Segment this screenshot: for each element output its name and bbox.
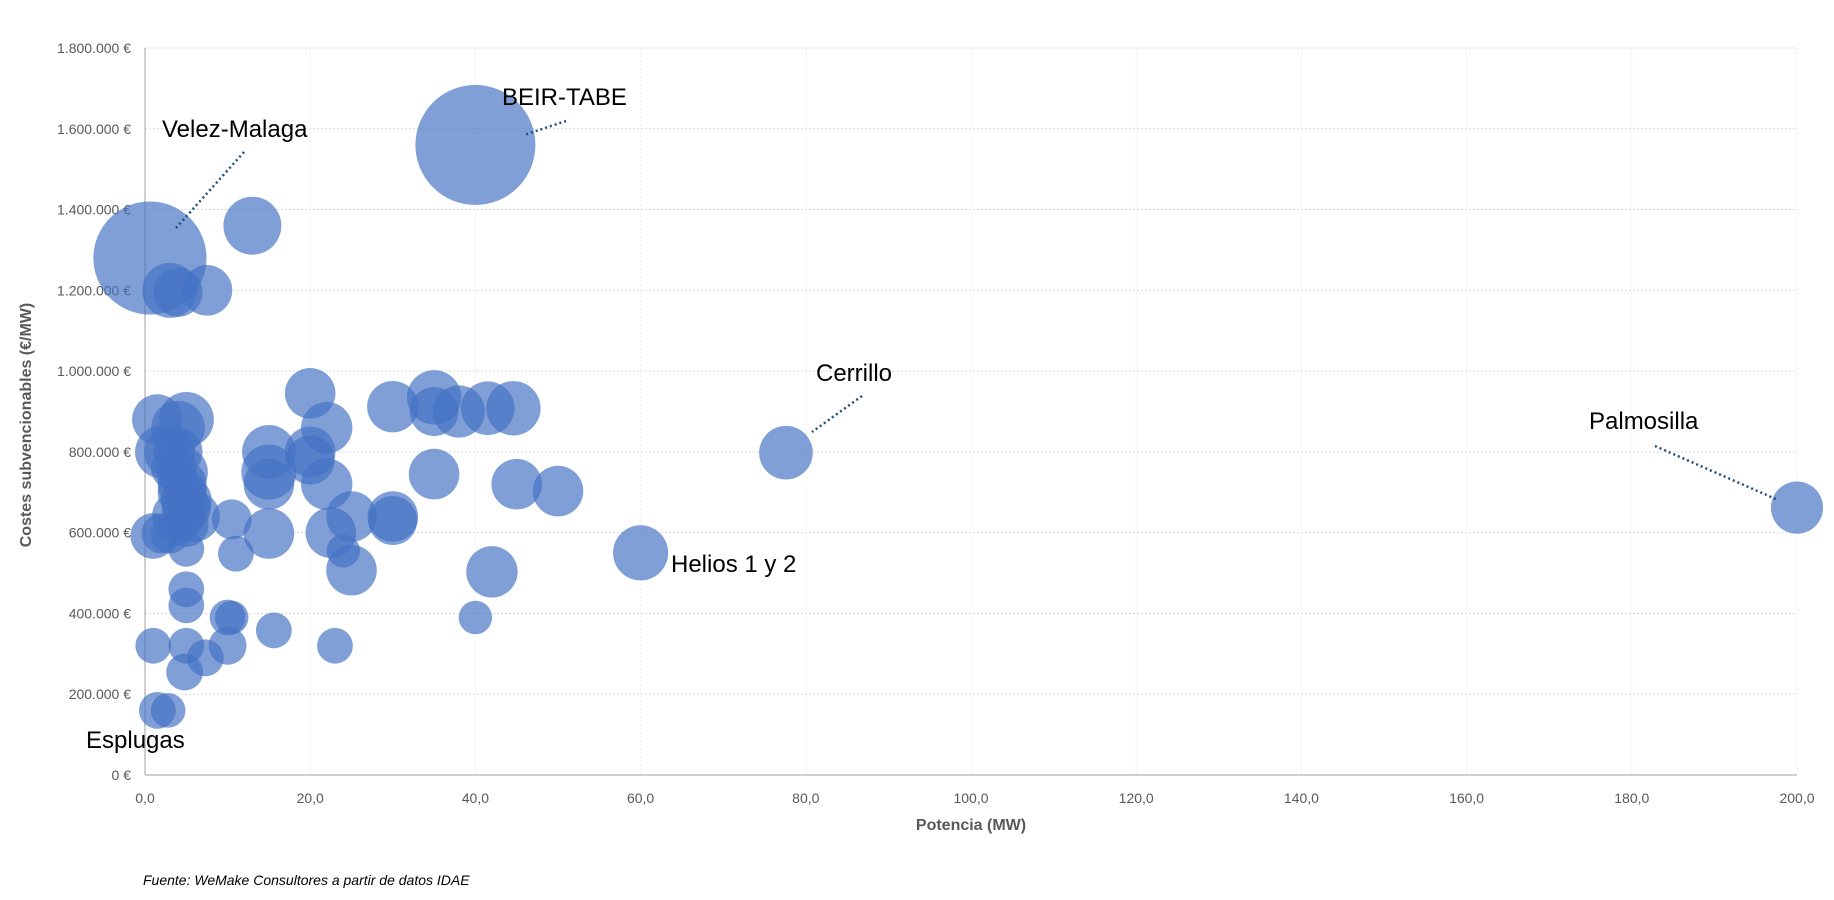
- bubble: [284, 368, 336, 419]
- bubble: [168, 587, 205, 624]
- bubble: [168, 627, 205, 664]
- annotation-label: Esplugas: [86, 727, 185, 754]
- x-tick-label: 160,0: [1449, 790, 1484, 806]
- annotation-label: Helios 1 y 2: [671, 551, 796, 578]
- bubble: [491, 458, 542, 510]
- bubbles: [93, 84, 1824, 729]
- x-tick-label: 60,0: [627, 790, 654, 806]
- bubble: [408, 448, 460, 500]
- bubble: [409, 387, 459, 436]
- grid-lines: [145, 47, 1798, 775]
- x-tick-label: 180,0: [1614, 790, 1649, 806]
- bubble: [285, 435, 335, 485]
- bubble: [368, 496, 418, 546]
- bubble: [317, 627, 353, 664]
- y-tick-label: 1.800.000 €: [57, 40, 131, 56]
- bubble: [168, 530, 205, 567]
- bubble: [759, 425, 813, 480]
- x-tick-label: 140,0: [1284, 790, 1319, 806]
- x-tick-labels: 0,0 20,0 40,0 60,0 80,0 100,0 120,0 140,0 160,0 1…: [135, 790, 1814, 806]
- y-tick-label: 400.000 €: [69, 605, 131, 621]
- bubble: [217, 535, 254, 572]
- annotation-leaders: [175, 119, 1779, 502]
- y-tick-label: 800.000 €: [69, 444, 131, 460]
- y-tick-label: 200.000 €: [69, 686, 131, 702]
- x-tick-label: 100,0: [953, 790, 988, 806]
- bubble: [151, 445, 197, 491]
- bubble: [458, 600, 493, 635]
- bubble: [532, 465, 584, 517]
- bubble: [153, 267, 203, 317]
- bubble: [214, 600, 249, 635]
- bubble: [326, 534, 360, 568]
- bubble: [211, 499, 252, 540]
- annotation-label: Palmosilla: [1589, 408, 1699, 435]
- bubble: [135, 627, 172, 664]
- bubble: [150, 693, 186, 728]
- y-tick-labels: 0 € 200.000 € 400.000 € 600.000 € 800.000 € 1…: [57, 40, 131, 783]
- x-tick-label: 80,0: [792, 790, 819, 806]
- annotations: Velez-Malaga BEIR-TABE Cerrillo Palmosilla H…: [86, 84, 1699, 754]
- bubble: [613, 525, 669, 581]
- bubble: [243, 458, 295, 510]
- y-tick-label: 1.600.000 €: [57, 121, 131, 137]
- bubble: [367, 380, 419, 433]
- y-axis-title: Costes subvencionables (€/MW): [18, 303, 35, 548]
- bubble: [255, 612, 292, 649]
- x-tick-label: 20,0: [297, 790, 324, 806]
- annotation-leader: [1654, 444, 1779, 502]
- bubble: [243, 508, 295, 559]
- annotation-label: Cerrillo: [816, 360, 892, 387]
- y-tick-label: 600.000 €: [69, 525, 131, 541]
- annotation-leader: [811, 394, 863, 434]
- annotation-leader: [523, 119, 567, 137]
- bubble: [466, 546, 518, 598]
- bubble: [1770, 481, 1824, 534]
- bubble: [415, 84, 536, 205]
- x-tick-label: 120,0: [1119, 790, 1154, 806]
- annotation-leader: [175, 151, 245, 229]
- source-note: Fuente: WeMake Consultores a partir de d…: [143, 872, 470, 888]
- y-tick-label: 0 €: [112, 767, 132, 783]
- x-tick-label: 40,0: [462, 790, 489, 806]
- x-tick-label: 0,0: [135, 790, 155, 806]
- annotation-label: Velez-Malaga: [162, 116, 308, 143]
- y-tick-label: 1.400.000 €: [57, 202, 131, 218]
- bubble: [166, 653, 204, 691]
- annotation-label: BEIR-TABE: [502, 84, 627, 111]
- y-tick-label: 1.000.000 €: [57, 363, 131, 379]
- bubble: [223, 196, 282, 255]
- x-axis-title: Potencia (MW): [916, 817, 1026, 834]
- x-tick-label: 200,0: [1779, 790, 1814, 806]
